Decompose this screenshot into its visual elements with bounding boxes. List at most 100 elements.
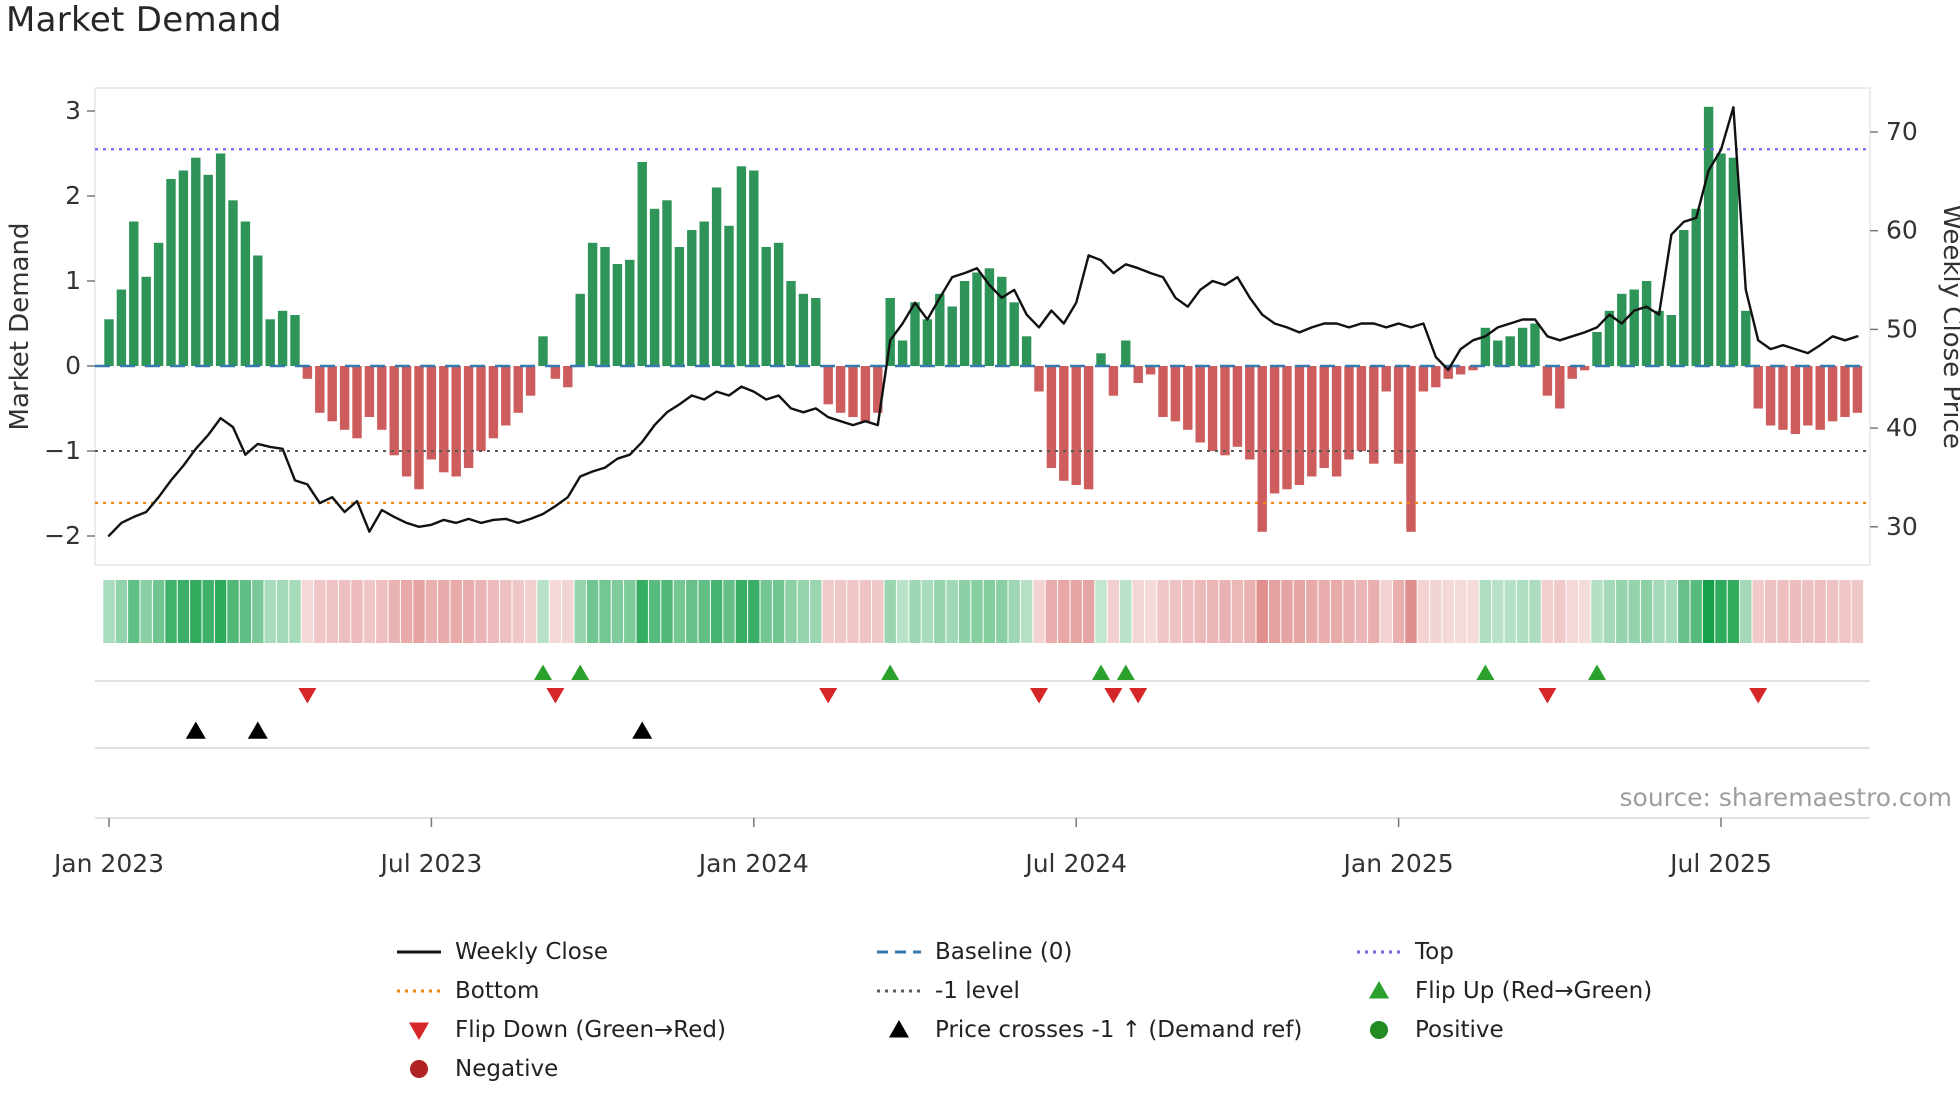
demand-bar	[1716, 153, 1726, 366]
legend-item-baseline-0: Baseline (0)	[875, 932, 1355, 971]
heatmap-cell	[1343, 580, 1355, 643]
heatmap-cell	[735, 580, 748, 643]
demand-bar	[277, 310, 288, 367]
heatmap-cell	[413, 580, 425, 643]
heatmap-cell	[1045, 580, 1058, 643]
demand-bar	[364, 366, 375, 417]
heatmap-cell	[1219, 580, 1231, 643]
demand-bar	[761, 247, 771, 366]
legend-item-positive: Positive	[1355, 1010, 1835, 1049]
demand-bar	[1567, 366, 1577, 379]
demand-bar	[1741, 310, 1751, 367]
demand-bar	[525, 366, 536, 396]
heatmap-cell	[140, 580, 152, 643]
heatmap-cell	[338, 580, 351, 643]
right-axis: 70 60 50 40 30	[1870, 117, 1918, 541]
demand-bar	[1331, 366, 1342, 477]
triangle-down-marker-sample	[409, 1022, 429, 1040]
demand-bar	[488, 366, 499, 439]
heatmap-cell	[1169, 580, 1182, 643]
heatmap-cell	[1777, 580, 1789, 643]
heatmap-cell	[872, 580, 884, 643]
demand-bar	[401, 366, 412, 477]
x-axis: Jan 2023 Jul 2023 Jan 2024 Jul 2024 Jan 2025…	[52, 818, 1772, 878]
legend-item-1-level: -1 level	[875, 971, 1355, 1010]
heatmap-cell	[760, 580, 772, 643]
heatmap-cell	[1826, 580, 1839, 643]
heatmap-cell	[1541, 580, 1554, 643]
demand-bar	[1034, 366, 1044, 392]
heatmap-cell	[1578, 580, 1591, 643]
demand-bar	[426, 366, 437, 460]
flip-up-marker	[1476, 664, 1495, 681]
demand-bar	[897, 340, 908, 366]
demand-bar	[1827, 366, 1838, 422]
heatmap-cell	[611, 580, 624, 643]
demand-bar	[1021, 336, 1032, 366]
heatmap-cell	[1690, 580, 1702, 643]
heatmap-cell	[574, 580, 586, 643]
heatmap-cell	[1479, 580, 1492, 643]
triangle-up-marker-sample	[889, 1019, 909, 1037]
demand-bar	[1220, 366, 1230, 456]
flip-up-marker	[534, 664, 552, 681]
demand-bar	[600, 247, 610, 366]
demand-bar	[1654, 310, 1664, 367]
heatmap-cell	[425, 580, 438, 643]
heatmap-cell	[289, 580, 301, 643]
demand-bar	[1356, 366, 1367, 451]
x-tick-label: Jul 2025	[1668, 849, 1772, 878]
demand-bar	[947, 306, 957, 366]
heatmap-cell	[1095, 580, 1107, 643]
heatmap-cell	[177, 580, 190, 643]
right-tick-label: 30	[1886, 512, 1918, 541]
demand-bar	[1245, 366, 1255, 460]
heatmap-cell	[1740, 580, 1752, 643]
heatmap-cell	[1008, 580, 1020, 643]
heatmap-cell	[512, 580, 524, 643]
left-tick-label: 3	[65, 96, 81, 125]
right-tick-label: 50	[1886, 314, 1918, 343]
heatmap-cell	[1033, 580, 1045, 643]
heatmap-cell	[276, 580, 289, 643]
heatmap-cell	[896, 580, 909, 643]
circle-marker-sample	[1370, 1020, 1388, 1039]
right-tick-label: 40	[1886, 413, 1918, 442]
flip-down-marker	[1129, 687, 1148, 704]
heatmap-cell	[996, 580, 1008, 643]
heatmap-cell	[1206, 580, 1219, 643]
demand-bar	[1319, 366, 1329, 468]
demand-bar	[1815, 366, 1825, 430]
demand-bar	[835, 366, 846, 413]
x-tick-label: Jan 2025	[1342, 849, 1454, 878]
demand-bar	[873, 366, 883, 413]
x-tick-label: Jan 2023	[52, 849, 164, 878]
heatmap-cell	[500, 580, 512, 643]
demand-bar	[1046, 366, 1057, 468]
heatmap-cell	[748, 580, 760, 643]
demand-bar	[451, 366, 461, 477]
heatmap-cell	[946, 580, 958, 643]
demand-bar	[1778, 366, 1788, 430]
demand-bar	[178, 170, 189, 366]
heatmap-cell	[1467, 580, 1479, 643]
heatmap-cell	[1591, 580, 1603, 643]
legend-label: Baseline (0)	[935, 938, 1073, 965]
demand-bar	[1381, 366, 1391, 392]
x-tick-label: Jan 2024	[697, 849, 809, 878]
heatmap-cell	[1281, 580, 1293, 643]
demand-bar	[1170, 366, 1181, 422]
demand-bar	[1691, 208, 1701, 367]
heatmap-cell	[1182, 580, 1194, 643]
flip-down-marker	[1104, 687, 1123, 704]
heatmap-cell	[326, 580, 338, 643]
heatmap-cell	[1492, 580, 1504, 643]
demand-bar	[749, 170, 759, 366]
line-swatch-icon	[397, 950, 441, 953]
demand-bar	[1393, 366, 1404, 464]
heatmap-cell	[673, 580, 686, 643]
legend-label: Flip Up (Red→Green)	[1415, 977, 1653, 1004]
left-tick-label: −1	[44, 436, 81, 465]
demand-bar	[1406, 366, 1416, 532]
demand-bar	[1071, 366, 1081, 485]
